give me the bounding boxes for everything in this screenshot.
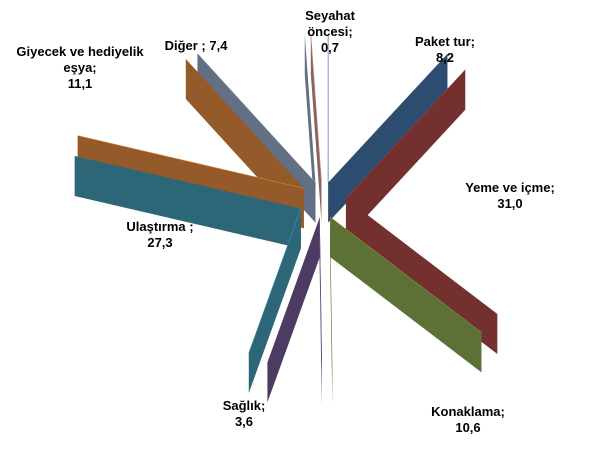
slice-side xyxy=(330,216,333,405)
slice xyxy=(327,34,448,223)
data-label: Konaklama; 10,6 xyxy=(418,404,518,436)
data-label: Sağlık; 3,6 xyxy=(214,398,274,430)
slice-side xyxy=(248,208,301,394)
slice-top xyxy=(310,34,322,183)
slice-top xyxy=(319,217,323,366)
data-label: Giyecek ve hediyelik eşya; 11,1 xyxy=(10,44,150,92)
slice-side xyxy=(345,69,466,239)
category-label: Diğer ; xyxy=(164,38,206,53)
value-label: 11,1 xyxy=(67,76,93,91)
slice-side xyxy=(328,53,448,223)
slice-side xyxy=(345,198,498,354)
category-label: Sağlık; xyxy=(222,398,266,413)
slice-top xyxy=(77,135,304,189)
data-label: Yeme ve içme; 31,0 xyxy=(450,180,570,212)
slice xyxy=(310,34,322,223)
category-label: Paket tur; xyxy=(415,34,475,49)
category-label: Yeme ve içme; xyxy=(465,180,555,195)
slice-side xyxy=(304,34,316,223)
slice-top xyxy=(345,69,466,199)
slice-top xyxy=(329,216,482,333)
slice-wall xyxy=(497,198,588,354)
slice-side xyxy=(330,216,482,373)
value-label: 27,3 xyxy=(147,235,173,250)
category-label: Ulaştırma ; xyxy=(126,219,194,234)
data-label: Diğer ; 7,4 xyxy=(136,38,256,54)
slice-top xyxy=(197,53,316,183)
slice-side xyxy=(267,217,320,403)
category-label: Seyahat öncesi; xyxy=(305,8,355,39)
slice-side xyxy=(74,155,301,249)
slice xyxy=(58,155,302,394)
slice-wall xyxy=(58,248,249,354)
category-label: Konaklama; xyxy=(431,404,505,419)
slice-side xyxy=(310,34,322,223)
data-label: Paket tur; 8,2 xyxy=(395,34,495,66)
data-label: Ulaştırma ; 27,3 xyxy=(110,219,210,251)
value-label: 3,6 xyxy=(234,414,254,429)
slice-side xyxy=(185,59,304,229)
value-label: 0,7 xyxy=(320,40,340,55)
value-label: 10,6 xyxy=(455,420,481,435)
category-label: Giyecek ve hediyelik eşya; xyxy=(16,44,144,75)
value-label: 31,0 xyxy=(497,196,523,211)
data-label: Seyahat öncesi; 0,7 xyxy=(295,8,365,56)
value-label: 7,4 xyxy=(209,38,228,53)
value-label: 8,2 xyxy=(435,50,455,65)
slice xyxy=(345,69,588,354)
